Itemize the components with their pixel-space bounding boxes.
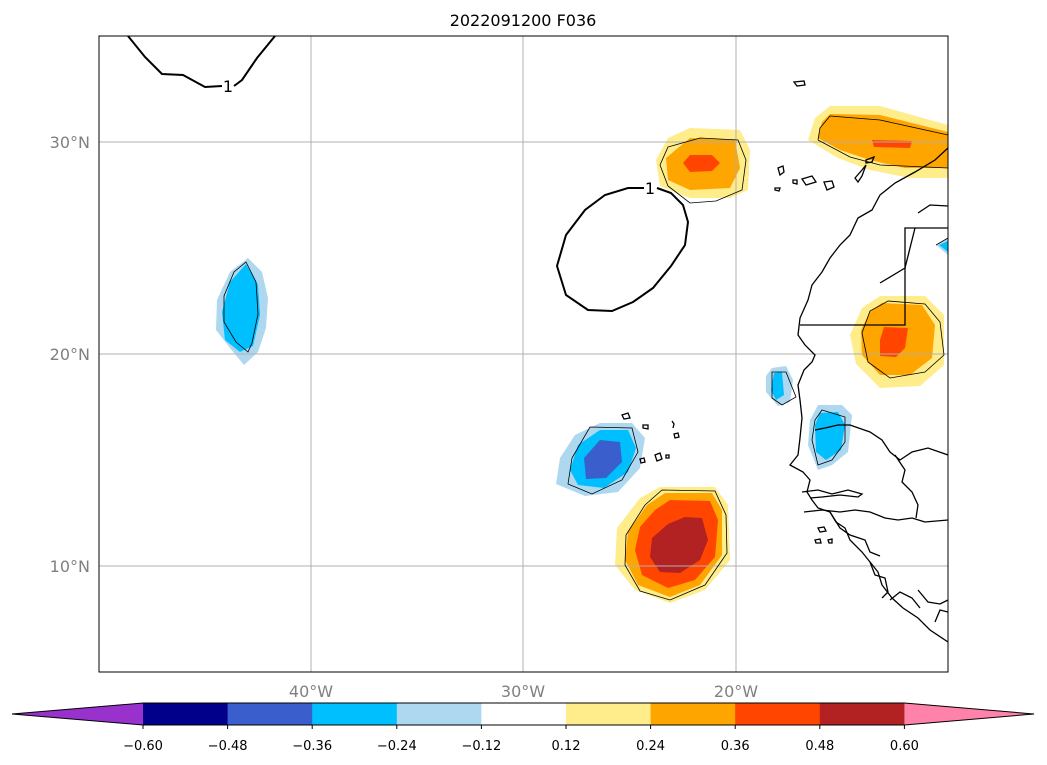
colorbar-extend-high [904, 703, 1034, 725]
contour-label: 1 [645, 179, 655, 198]
colorbar-segment [566, 703, 652, 725]
thin-contours [223, 115, 948, 601]
latitude-labels: 30°N 20°N 10°N [50, 133, 90, 576]
colorbar-tick-label: −0.12 [461, 739, 501, 754]
colorbar-segment [819, 703, 905, 725]
colorbar-segment [312, 703, 398, 725]
map-title: 2022091200 F036 [450, 11, 597, 30]
contour-one-lines [127, 36, 690, 313]
mauritania-positive-blob [850, 296, 944, 388]
colorbar-tick-label: −0.60 [123, 739, 163, 754]
contour-label: 1 [223, 77, 233, 96]
lat-label: 30°N [50, 133, 90, 152]
lon-label: 20°W [714, 682, 758, 701]
lat-label: 10°N [50, 557, 90, 576]
colorbar-tick-label: −0.48 [208, 739, 248, 754]
canaries-positive-blob [656, 128, 750, 198]
lat-label: 20°N [50, 345, 90, 364]
colorbar-tick-label: 0.36 [721, 739, 750, 754]
map-frame [98, 35, 949, 673]
colorbar-tick-label: 0.12 [552, 739, 581, 754]
colorbar-extend-low [12, 703, 143, 725]
colorbar-segment [481, 703, 567, 725]
coastline [621, 80, 948, 643]
colorbar: −0.60 −0.48 −0.36 −0.24 −0.12 0.12 0.24 0.36 0.4… [11, 702, 1035, 754]
gridlines [99, 36, 948, 672]
colorbar-segment [227, 703, 313, 725]
map-panel: 1 1 [98, 35, 949, 673]
lon-label: 40°W [289, 682, 333, 701]
colorbar-segment [650, 703, 736, 725]
senegal-negative-blob [766, 238, 948, 470]
colorbar-tick-label: 0.48 [805, 739, 834, 754]
colorbar-segment [396, 703, 482, 725]
cape-verde-negative-blob [556, 423, 645, 496]
longitude-labels: 40°W 30°W 20°W [289, 682, 758, 701]
colorbar-tick-label: 0.24 [636, 739, 665, 754]
colorbar-segment [143, 703, 229, 725]
lon-label: 30°W [501, 682, 545, 701]
colorbar-segment [735, 703, 821, 725]
colorbar-tick-label: −0.36 [292, 739, 332, 754]
colorbar-tick-label: 0.60 [890, 739, 919, 754]
colorbar-tick-label: −0.24 [377, 739, 417, 754]
